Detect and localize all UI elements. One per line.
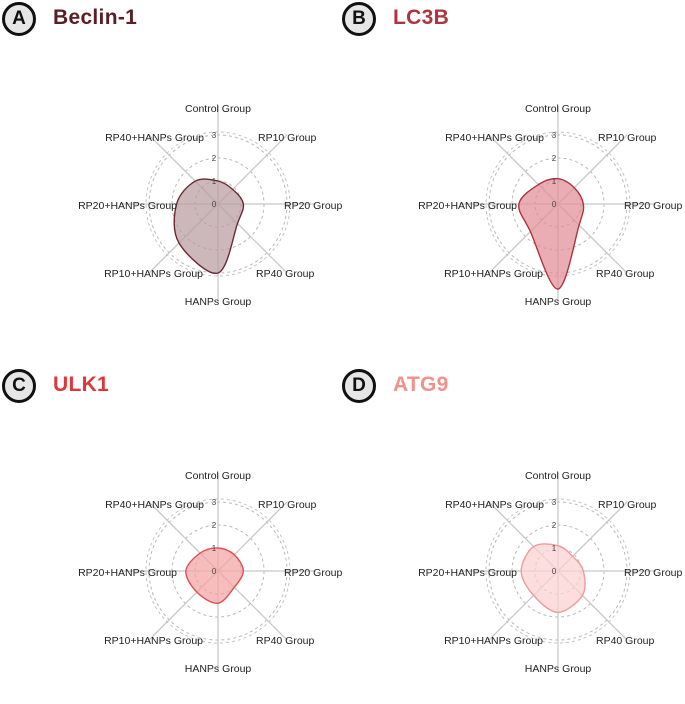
category-label: RP10+HANPs Group [104, 268, 203, 280]
category-label: RP20 Group [284, 200, 342, 212]
series-area [518, 177, 585, 290]
tick-label: 3 [552, 131, 557, 140]
panel-label-b: B [342, 2, 376, 36]
category-label: RP10+HANPs Group [444, 268, 543, 280]
category-label: HANPs Group [185, 663, 252, 675]
series-area [173, 178, 245, 274]
tick-label: 0 [552, 567, 557, 576]
category-label: RP40+HANPs Group [105, 499, 204, 511]
tick-label: 0 [552, 200, 557, 209]
category-label: RP40 Group [256, 268, 315, 280]
category-label: RP20+HANPs Group [418, 200, 517, 212]
tick-label: 2 [212, 521, 217, 530]
category-label: HANPs Group [525, 663, 592, 675]
tick-label: 0 [212, 200, 217, 209]
radar-chart-atg9: 0 1 2 3 Control Group RP10 Group RP20 Group RP4… [418, 470, 682, 675]
panel-label-a: A [2, 2, 36, 36]
tick-label: 3 [552, 498, 557, 507]
radar-chart-beclin-1: 0 1 2 3 Control Group RP10 Group RP20 Group RP4… [78, 103, 342, 308]
series-area [520, 543, 586, 614]
category-label: Control Group [185, 470, 251, 482]
category-label: RP40 Group [596, 635, 655, 647]
category-label: Control Group [525, 470, 591, 482]
category-label: RP20 Group [284, 567, 342, 579]
category-label: RP20+HANPs Group [418, 567, 517, 579]
category-label: RP10 Group [258, 499, 317, 511]
tick-label: 2 [552, 521, 557, 530]
panel-label-d: D [342, 369, 376, 403]
tick-label: 1 [212, 177, 217, 186]
category-label: HANPs Group [525, 296, 592, 308]
chart-title-ulk1: ULK1 [53, 373, 110, 396]
radar-chart-lc3b: 0 1 2 3 Control Group RP10 Group RP20 Group RP4… [418, 103, 682, 308]
category-label: RP40 Group [256, 635, 315, 647]
category-label: RP20+HANPs Group [78, 567, 177, 579]
panel-ulk1: C ULK1 0 1 2 3 Control Group RP10 Group RP20 G… [0, 367, 342, 704]
panel-label-c: C [2, 369, 36, 403]
category-label: RP10 Group [598, 132, 657, 144]
tick-label: 2 [212, 154, 217, 163]
tick-label: 1 [552, 177, 557, 186]
category-label: RP10 Group [598, 499, 657, 511]
category-label: RP20+HANPs Group [78, 200, 177, 212]
chart-title-beclin-1: Beclin-1 [53, 6, 138, 29]
category-label: RP20 Group [624, 200, 682, 212]
panel-lc3b: B LC3B 0 1 2 3 Control Group RP10 Group RP20 G… [340, 0, 682, 337]
category-label: RP40+HANPs Group [105, 132, 204, 144]
category-label: Control Group [525, 103, 591, 115]
category-label: RP10+HANPs Group [104, 635, 203, 647]
category-label: RP40+HANPs Group [445, 499, 544, 511]
category-label: RP40 Group [596, 268, 655, 280]
radar-chart-ulk1: 0 1 2 3 Control Group RP10 Group RP20 Group RP4… [78, 470, 342, 675]
category-label: RP40+HANPs Group [445, 132, 544, 144]
category-label: RP10+HANPs Group [444, 635, 543, 647]
tick-label: 3 [212, 131, 217, 140]
tick-label: 0 [212, 567, 217, 576]
chart-title-atg9: ATG9 [393, 373, 449, 396]
tick-label: 2 [552, 154, 557, 163]
category-label: Control Group [185, 103, 251, 115]
panel-atg9: D ATG9 0 1 2 3 Control Group RP10 Group RP20 G… [340, 367, 682, 704]
tick-label: 1 [552, 544, 557, 553]
chart-title-lc3b: LC3B [393, 6, 450, 29]
category-label: RP10 Group [258, 132, 317, 144]
tick-label: 3 [212, 498, 217, 507]
panel-beclin-1: A Beclin-1 0 1 2 3 Control Group RP10 Group RP… [0, 0, 342, 337]
category-label: RP20 Group [624, 567, 682, 579]
category-label: HANPs Group [185, 296, 252, 308]
tick-label: 1 [212, 544, 217, 553]
series-area [185, 547, 245, 604]
